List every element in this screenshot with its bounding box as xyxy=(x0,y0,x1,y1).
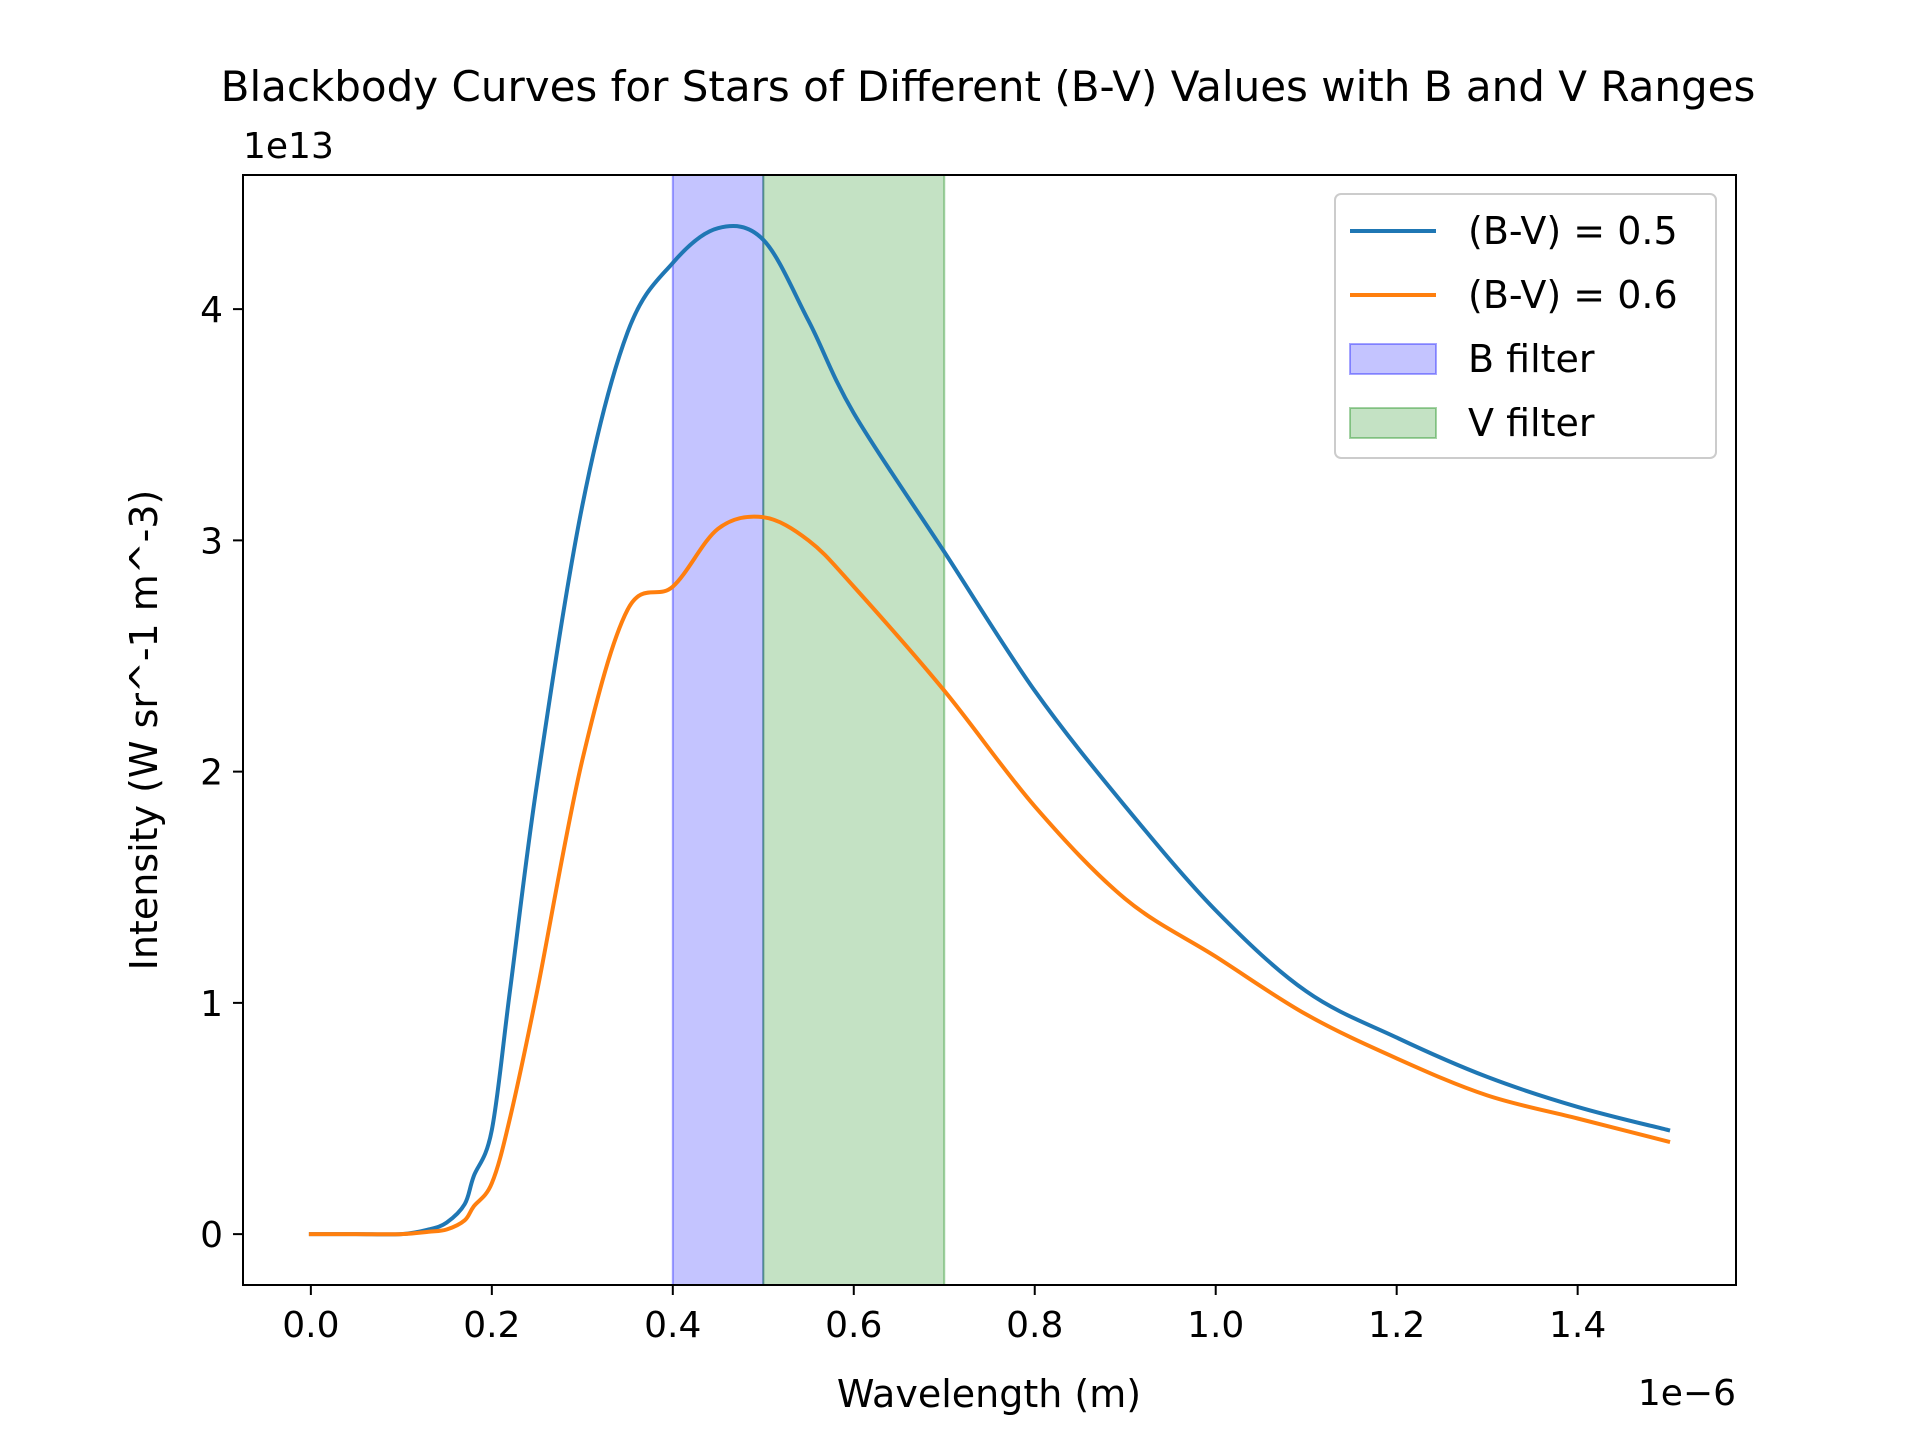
band-v-filter xyxy=(762,174,946,1286)
x-tick-label: 1.4 xyxy=(1549,1305,1606,1346)
y-tick-label: 4 xyxy=(200,290,223,331)
x-tick-label: 0.2 xyxy=(463,1305,520,1346)
series-line-2 xyxy=(308,514,1671,1237)
filter-bands xyxy=(671,174,946,1286)
x-tick-label: 1.2 xyxy=(1368,1305,1425,1346)
legend-swatch-patch xyxy=(1349,407,1437,439)
plot-area-frame xyxy=(242,174,1737,1286)
legend-label: B filter xyxy=(1468,337,1595,381)
series-line-1 xyxy=(308,224,1671,1237)
x-tick-label: 1.0 xyxy=(1187,1305,1244,1346)
y-axis-label: Intensity (W sr^-1 m^-3) xyxy=(122,490,166,971)
x-offset-label: 1e−6 xyxy=(1638,1373,1736,1414)
legend-label: V filter xyxy=(1468,401,1595,445)
series-lines xyxy=(308,224,1671,1237)
chart-title: Blackbody Curves for Stars of Different … xyxy=(221,62,1756,111)
y-tick-label: 0 xyxy=(200,1215,223,1256)
y-tick-label: 2 xyxy=(200,753,223,794)
x-tick-label: 0.4 xyxy=(644,1305,701,1346)
legend: (B-V) = 0.5 (B-V) = 0.6 B filter V filter xyxy=(1334,193,1717,459)
axis-ticks: 0.0 0.2 0.4 0.6 0.8 1.0 1.2 1.4 0 1 2 3 4 xyxy=(200,290,1606,1346)
x-tick-label: 0.0 xyxy=(282,1305,339,1346)
y-offset-label: 1e13 xyxy=(243,126,334,167)
x-tick-label: 0.6 xyxy=(825,1305,882,1346)
legend-label: (B-V) = 0.5 xyxy=(1468,209,1678,253)
band-b-filter xyxy=(671,174,765,1286)
x-axis-label: Wavelength (m) xyxy=(837,1372,1141,1416)
y-tick-label: 3 xyxy=(200,521,223,562)
y-tick-label: 1 xyxy=(200,984,223,1025)
legend-swatch-patch xyxy=(1349,343,1437,375)
legend-box xyxy=(1334,193,1717,459)
legend-label: (B-V) = 0.6 xyxy=(1468,273,1678,317)
x-tick-label: 0.8 xyxy=(1006,1305,1063,1346)
